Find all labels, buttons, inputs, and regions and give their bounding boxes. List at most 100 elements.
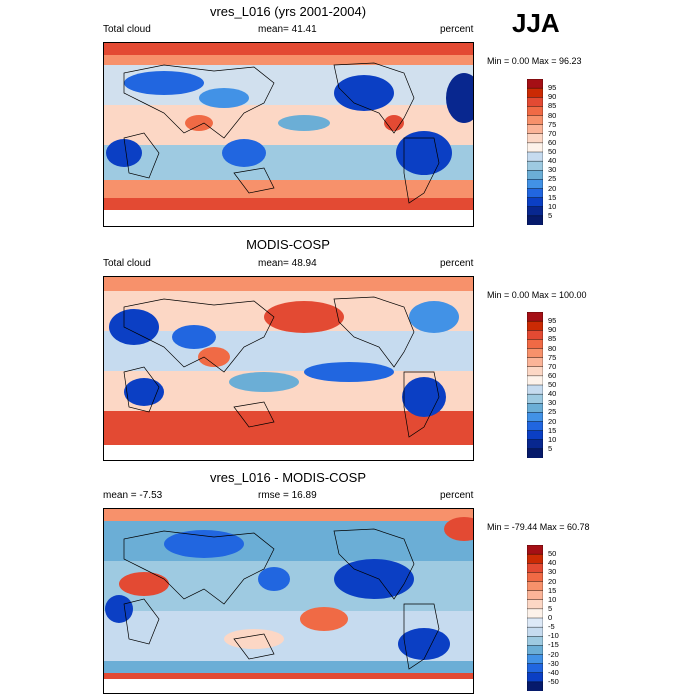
colorbar-tick-label: 60 bbox=[548, 370, 557, 380]
colorbar-swatch bbox=[527, 412, 543, 423]
panel-1-minmax: Min = 0.00 Max = 96.23 bbox=[487, 56, 582, 66]
colorbar-tick-label: 20 bbox=[548, 416, 557, 426]
colorbar-tick-label: 20 bbox=[548, 183, 557, 193]
colorbar-tick-label: 10 bbox=[548, 594, 557, 604]
colorbar-swatch bbox=[527, 654, 543, 665]
colorbar-swatch bbox=[527, 97, 543, 107]
panel-2-minmax: Min = 0.00 Max = 100.00 bbox=[487, 290, 587, 300]
colorbar-tick-label: 95 bbox=[548, 83, 557, 93]
colorbar-tick-label: 80 bbox=[548, 110, 557, 120]
colorbar-tick-label: 0 bbox=[548, 613, 553, 622]
colorbar-swatch bbox=[527, 545, 543, 555]
colorbar-swatch bbox=[527, 672, 543, 683]
panel-1-center-label: mean= 41.41 bbox=[258, 24, 317, 35]
colorbar-tick-label: 5 bbox=[548, 210, 553, 220]
panel-3-map bbox=[103, 508, 474, 694]
colorbar-swatch bbox=[527, 142, 543, 153]
colorbar-swatch bbox=[527, 357, 543, 368]
panel-1-map bbox=[103, 42, 474, 227]
colorbar-swatch bbox=[527, 590, 543, 601]
colorbar-tick-label: -50 bbox=[548, 676, 559, 686]
colorbar-tick-label: 75 bbox=[548, 119, 557, 129]
colorbar-swatch bbox=[527, 553, 543, 564]
colorbar-swatch bbox=[527, 366, 543, 377]
colorbar-swatch bbox=[527, 384, 543, 395]
colorbar-swatch bbox=[527, 106, 543, 117]
colorbar-swatch bbox=[527, 124, 543, 135]
colorbar-swatch bbox=[527, 348, 543, 359]
colorbar-tick-label: 50 bbox=[548, 380, 557, 389]
colorbar-tick-label: 40 bbox=[548, 389, 557, 399]
panel-1-heatmap bbox=[104, 43, 473, 226]
panel-1-title: vres_L016 (yrs 2001-2004) bbox=[209, 4, 367, 19]
colorbar-tick-label: 40 bbox=[548, 558, 557, 568]
panel-2-title: MODIS-COSP bbox=[246, 237, 330, 252]
colorbar-tick-label: -10 bbox=[548, 631, 559, 641]
colorbar-swatch bbox=[527, 599, 543, 610]
colorbar-swatch bbox=[527, 581, 543, 592]
colorbar-swatch bbox=[527, 403, 543, 413]
colorbar-swatch bbox=[527, 663, 543, 674]
colorbar-swatch bbox=[527, 563, 543, 573]
colorbar-tick-label: 50 bbox=[548, 147, 557, 156]
colorbar-tick-label: 70 bbox=[548, 128, 557, 138]
colorbar-tick-label: 10 bbox=[548, 434, 557, 444]
colorbar-swatch bbox=[527, 339, 543, 350]
season-label: JJA bbox=[512, 8, 560, 38]
colorbar-tick-label: 50 bbox=[548, 549, 557, 559]
panel-2-right-label: percent bbox=[440, 258, 474, 269]
colorbar-swatch bbox=[527, 151, 543, 162]
colorbar-tick-label: 30 bbox=[548, 165, 557, 175]
colorbar-swatch bbox=[527, 197, 543, 208]
colorbar-tick-label: 15 bbox=[548, 425, 557, 435]
colorbar-swatch bbox=[527, 375, 543, 386]
panel-2-colorbar bbox=[527, 312, 543, 458]
colorbar-tick-label: 90 bbox=[548, 92, 557, 102]
colorbar-swatch bbox=[527, 421, 543, 432]
colorbar-swatch bbox=[527, 79, 543, 89]
colorbar-swatch bbox=[527, 133, 543, 144]
panel-3-title: vres_L016 - MODIS-COSP bbox=[209, 470, 367, 485]
colorbar-swatch bbox=[527, 439, 543, 450]
colorbar-tick-label: 25 bbox=[548, 407, 557, 417]
panel-1-colorbar bbox=[527, 79, 543, 225]
panel-2-center-label: mean= 48.94 bbox=[258, 258, 317, 269]
colorbar-tick-label: 20 bbox=[548, 576, 557, 586]
colorbar-swatch bbox=[527, 320, 543, 331]
colorbar-swatch bbox=[527, 179, 543, 190]
panel-2-left-label: Total cloud bbox=[103, 258, 151, 269]
colorbar-swatch bbox=[527, 681, 543, 691]
colorbar-swatch bbox=[527, 87, 543, 98]
colorbar-swatch bbox=[527, 115, 543, 126]
colorbar-tick-label: 85 bbox=[548, 101, 557, 111]
panel-2-map bbox=[103, 276, 474, 461]
colorbar-tick-label: 30 bbox=[548, 567, 557, 577]
colorbar-tick-label: 5 bbox=[548, 443, 553, 453]
panel-3-center-label: rmse = 16.89 bbox=[258, 490, 317, 501]
colorbar-swatch bbox=[527, 572, 543, 583]
colorbar-swatch bbox=[527, 448, 543, 458]
colorbar-swatch bbox=[527, 330, 543, 340]
colorbar-tick-label: 90 bbox=[548, 325, 557, 335]
colorbar-tick-label: 15 bbox=[548, 192, 557, 202]
panel-3-heatmap bbox=[104, 509, 473, 693]
colorbar-tick-label: 70 bbox=[548, 361, 557, 371]
colorbar-swatch bbox=[527, 430, 543, 441]
colorbar-tick-label: -15 bbox=[548, 640, 559, 650]
colorbar-swatch bbox=[527, 393, 543, 404]
colorbar-tick-label: 75 bbox=[548, 352, 557, 362]
colorbar-swatch bbox=[527, 636, 543, 646]
panel-1-colorbar-swatches bbox=[527, 79, 543, 225]
colorbar-tick-label: -20 bbox=[548, 649, 559, 659]
colorbar-tick-label: 95 bbox=[548, 316, 557, 326]
panel-3-left-label: mean = -7.53 bbox=[103, 490, 163, 501]
colorbar-tick-label: -5 bbox=[548, 622, 555, 632]
panel-3-colorbar-swatches bbox=[527, 545, 543, 691]
colorbar-tick-label: 80 bbox=[548, 343, 557, 353]
colorbar-swatch bbox=[527, 160, 543, 171]
panel-2-colorbar-swatches bbox=[527, 312, 543, 458]
colorbar-swatch bbox=[527, 312, 543, 322]
panel-1-right-label: percent bbox=[440, 24, 474, 35]
colorbar-tick-label: 5 bbox=[548, 603, 553, 613]
colorbar-tick-label: 30 bbox=[548, 398, 557, 408]
